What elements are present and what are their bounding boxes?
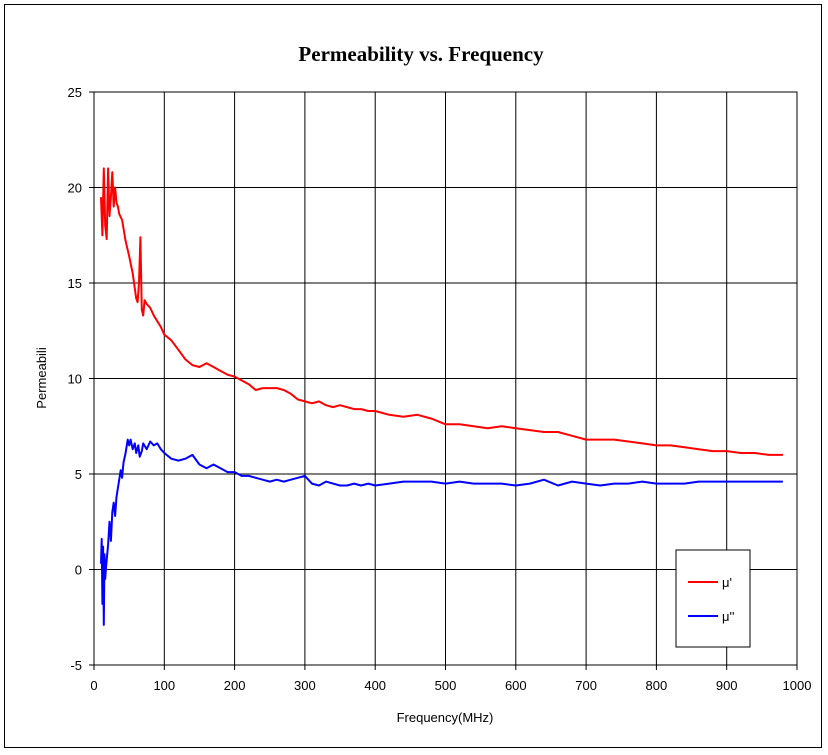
x-axis-label: Frequency(MHz) bbox=[397, 710, 494, 725]
chart-frame bbox=[4, 4, 822, 748]
y-tick-label: -5 bbox=[70, 658, 82, 673]
x-tick-label: 100 bbox=[153, 678, 175, 693]
chart-title: Permeability vs. Frequency bbox=[298, 42, 544, 66]
x-tick-label: 700 bbox=[575, 678, 597, 693]
x-tick-label: 0 bbox=[90, 678, 97, 693]
legend-label-1: μ' bbox=[722, 575, 732, 590]
y-axis-ticks: -5 0 5 10 15 20 25 bbox=[68, 85, 94, 673]
x-axis-ticks: 0 100 200 300 400 500 600 700 800 900 1000 bbox=[90, 665, 811, 693]
y-tick-label: 20 bbox=[68, 181, 82, 196]
y-tick-label: 5 bbox=[75, 467, 82, 482]
x-tick-label: 1000 bbox=[783, 678, 812, 693]
x-tick-label: 500 bbox=[435, 678, 457, 693]
legend-box bbox=[675, 549, 751, 648]
x-tick-label: 200 bbox=[224, 678, 246, 693]
y-tick-label: 0 bbox=[75, 563, 82, 578]
legend: μ' μ'' bbox=[675, 549, 751, 648]
series-line-1 bbox=[100, 167, 783, 456]
series-line-2 bbox=[100, 438, 783, 626]
series-layer bbox=[100, 167, 783, 626]
x-tick-label: 900 bbox=[716, 678, 738, 693]
x-tick-label: 400 bbox=[364, 678, 386, 693]
y-axis-label: Permeabili bbox=[34, 347, 49, 409]
y-tick-label: 25 bbox=[68, 85, 82, 100]
y-tick-label: 15 bbox=[68, 276, 82, 291]
x-tick-label: 600 bbox=[505, 678, 527, 693]
legend-label-2: μ'' bbox=[722, 609, 734, 624]
x-tick-label: 300 bbox=[294, 678, 316, 693]
y-tick-label: 10 bbox=[68, 372, 82, 387]
x-tick-label: 800 bbox=[646, 678, 668, 693]
